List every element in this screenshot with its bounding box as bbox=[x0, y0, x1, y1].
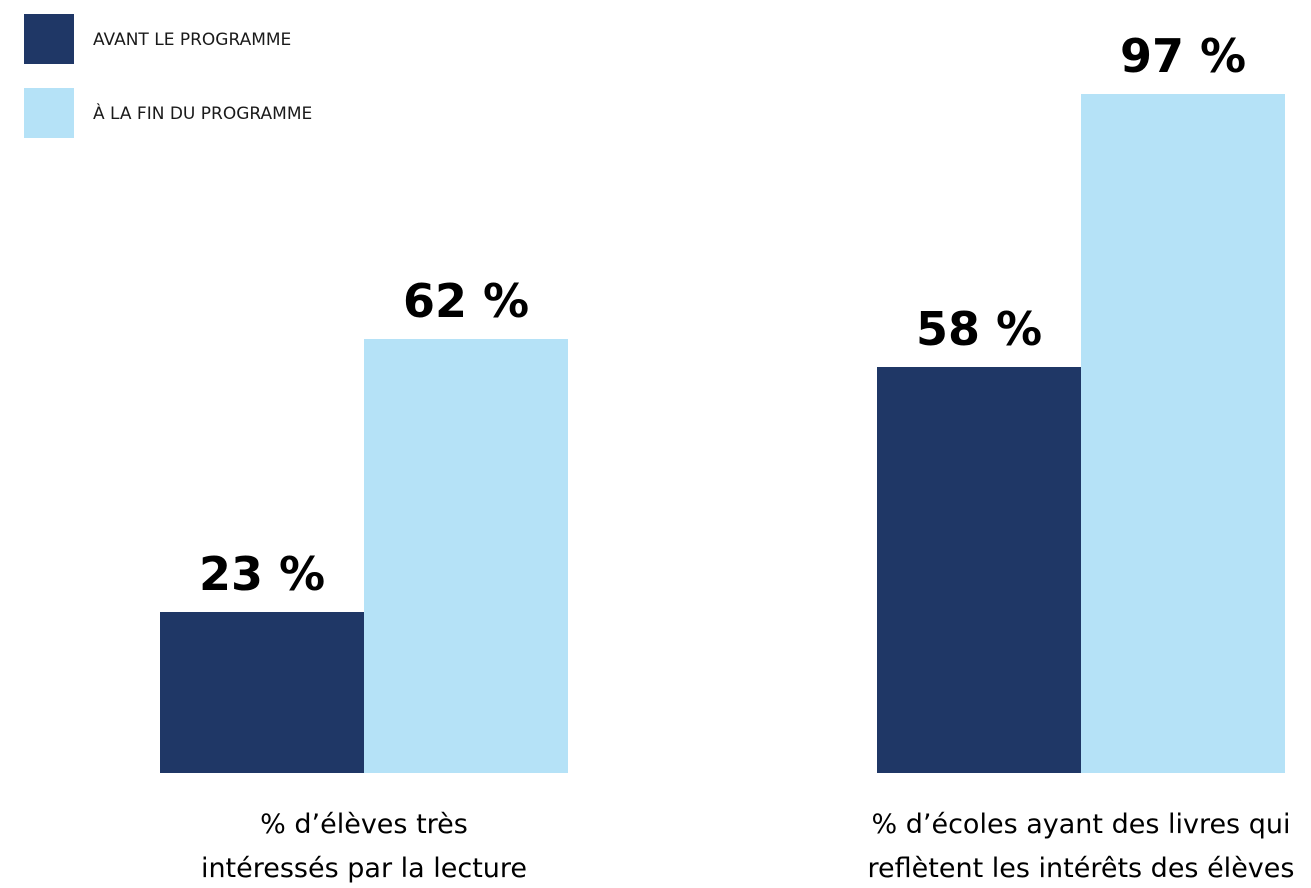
legend-label-1: À LA FIN DU PROGRAMME bbox=[93, 102, 312, 124]
bar-1-1 bbox=[1081, 94, 1285, 773]
value-labels: 23 % 62 % 58 % 97 % bbox=[199, 29, 1246, 601]
legend-swatch-1 bbox=[24, 88, 74, 138]
bar-1-0 bbox=[877, 367, 1081, 773]
value-label-1-1: 97 % bbox=[1120, 29, 1246, 83]
category-label-1: % d’écoles ayant des livres qui reflètent… bbox=[868, 809, 1295, 884]
category-label-line: % d’écoles ayant des livres qui bbox=[872, 809, 1291, 840]
legend: AVANT LE PROGRAMME À LA FIN DU PROGRAMME bbox=[24, 14, 312, 138]
bar-0-1 bbox=[364, 339, 568, 773]
legend-label-0: AVANT LE PROGRAMME bbox=[93, 30, 291, 50]
category-labels: % d’élèves très intéressés par la lecture… bbox=[201, 809, 1295, 884]
category-label-line: % d’élèves très bbox=[260, 809, 468, 840]
value-label-0-1: 62 % bbox=[403, 274, 529, 328]
category-label-0: % d’élèves très intéressés par la lecture bbox=[201, 809, 527, 884]
legend-swatch-0 bbox=[24, 14, 74, 64]
category-label-line: intéressés par la lecture bbox=[201, 853, 527, 884]
value-label-1-0: 58 % bbox=[916, 302, 1042, 356]
bar-0-0 bbox=[160, 612, 364, 773]
bars bbox=[160, 94, 1285, 773]
category-label-line: reflètent les intérêts des élèves bbox=[868, 853, 1295, 884]
value-label-0-0: 23 % bbox=[199, 547, 325, 601]
